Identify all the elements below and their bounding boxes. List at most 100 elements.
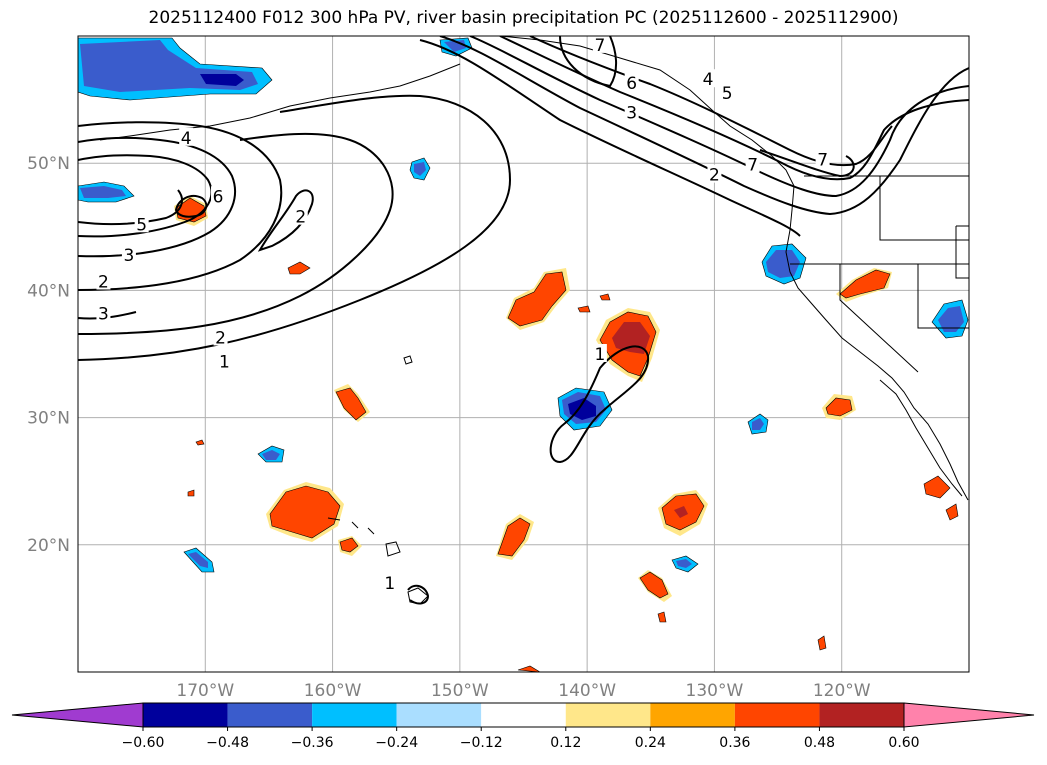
precip-blob <box>839 269 891 299</box>
lon-tick-label: 160°W <box>304 681 362 701</box>
colorbar-segment <box>396 703 482 727</box>
colorbar-tick-label: 0.24 <box>635 735 666 751</box>
pv-contour <box>419 39 801 237</box>
colorbar-tick-label: −0.60 <box>122 735 165 751</box>
precip-blob <box>599 293 611 301</box>
precip-blob <box>200 74 244 86</box>
precip-blob <box>80 186 126 198</box>
lon-tick-label: 140°W <box>558 681 616 701</box>
pv-contour-label: 5 <box>136 215 147 235</box>
pv-label-bg <box>134 214 149 233</box>
colorbar: −0.60 −0.48 −0.36 −0.24 −0.12 0.12 0.24 0.36 0.4… <box>11 702 1035 751</box>
pv-contour <box>759 149 855 178</box>
precip-blob <box>945 503 959 521</box>
pv-contour <box>469 36 969 198</box>
pv-label-bg <box>121 244 136 263</box>
colorbar-extend-high <box>903 702 1035 728</box>
pv-contour <box>549 345 650 464</box>
map-title: 2025112400 F012 300 hPa PV, river basin … <box>148 8 899 28</box>
state-border <box>839 264 919 373</box>
colorbar-tick-label: −0.24 <box>375 735 418 751</box>
pv-label-bg <box>217 351 232 370</box>
precip-blob <box>497 517 531 557</box>
colorbar-tick-label: 0.48 <box>804 735 835 751</box>
map-area <box>78 36 969 672</box>
pv-contour <box>257 189 314 252</box>
precip-blob <box>577 305 591 313</box>
colorbar-extend-low <box>11 702 144 728</box>
island <box>403 355 413 365</box>
pv-contour-label: 4 <box>703 70 714 90</box>
precip-blob <box>262 450 280 460</box>
pv-label-bg <box>720 83 735 102</box>
pv-contour-label: 1 <box>384 574 395 594</box>
state-border <box>955 225 969 279</box>
pv-label-bg <box>213 327 228 346</box>
longitude-labels: 170°W 160°W 150°W 140°W 130°W 120°W <box>176 681 870 701</box>
precip-blob <box>287 261 311 275</box>
pv-contour <box>407 584 430 605</box>
precip-blob <box>752 418 764 430</box>
pv-label-bg <box>624 102 639 121</box>
pv-label-bg <box>96 271 111 290</box>
pv-contour <box>78 121 283 291</box>
pv-contour-label: 7 <box>594 36 605 56</box>
precip-positive-areas <box>174 196 959 672</box>
colorbar-segment <box>819 703 904 727</box>
north-america-coast <box>499 36 969 501</box>
pv-contour <box>78 94 512 361</box>
precip-negative-areas <box>78 37 969 573</box>
pv-contour-label: 7 <box>817 150 828 170</box>
pv-label-bg <box>592 36 607 53</box>
precip-blob <box>188 552 208 568</box>
island <box>407 587 429 605</box>
pv-contour <box>529 36 893 167</box>
pv-contour <box>439 36 969 216</box>
lon-tick-label: 150°W <box>431 681 489 701</box>
precip-blob <box>335 387 367 421</box>
map-frame <box>77 35 970 673</box>
precip-blob <box>676 559 692 568</box>
baja-california-coast <box>879 379 963 497</box>
pv-contour-label: 2 <box>709 166 720 186</box>
pv-label-bg <box>293 206 308 225</box>
pv-label-bg <box>211 186 226 205</box>
precip-blob <box>269 485 341 539</box>
lat-tick-label: 50°N <box>27 154 70 174</box>
aleutian-islands <box>99 63 461 141</box>
precip-blob <box>923 475 951 499</box>
pv-contour-label: 3 <box>98 304 109 324</box>
precip-blob <box>766 250 800 278</box>
pv-label-bg <box>815 149 830 168</box>
pv-contour-label: 3 <box>124 246 135 266</box>
lon-tick-label: 120°W <box>813 681 871 701</box>
lat-tick-label: 30°N <box>27 409 70 429</box>
precip-blob <box>674 506 688 518</box>
pv-contour-label: 7 <box>747 155 758 175</box>
pv-contour-label: 6 <box>213 187 224 207</box>
colorbar-segment <box>312 703 397 727</box>
pv-contour-label: 2 <box>295 208 306 228</box>
coastlines <box>99 36 969 605</box>
precip-blob <box>187 489 195 497</box>
precip-blob <box>507 271 567 327</box>
colorbar-tick-label: 0.12 <box>550 735 581 751</box>
colorbar-segment <box>650 703 735 727</box>
colorbar-tick-label: −0.36 <box>291 735 334 751</box>
colorbar-segment <box>565 703 651 727</box>
pv-label-bg <box>96 303 111 322</box>
pv-contour <box>78 132 394 335</box>
pv-label-bg <box>624 73 639 92</box>
precip-blob <box>657 611 667 623</box>
precip-blob <box>414 162 426 176</box>
pv-contour-label: 6 <box>626 74 637 94</box>
pv-contour <box>78 154 213 238</box>
pv-contour-label: 1 <box>219 353 230 373</box>
pv-contour <box>559 36 617 88</box>
precip-blob <box>195 439 205 446</box>
colorbar-tick-label: 0.36 <box>719 735 750 751</box>
colorbar-segment <box>143 703 228 727</box>
precip-blob <box>639 571 669 599</box>
